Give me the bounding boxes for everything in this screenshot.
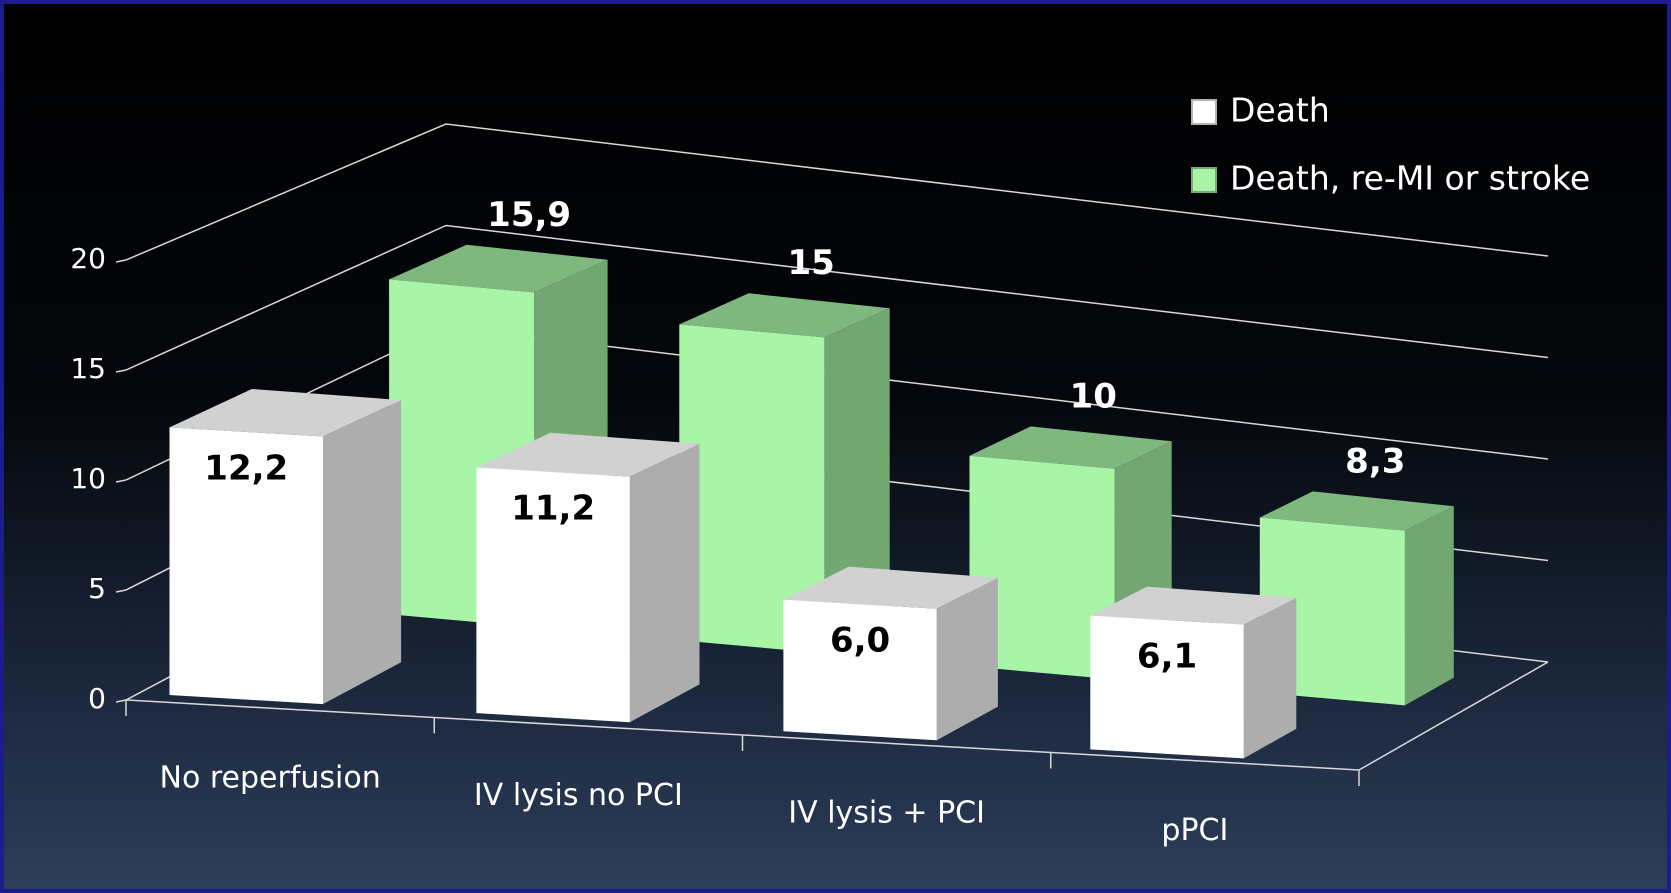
- bar-top: [969, 426, 1172, 469]
- x-tick-label: pPCI: [1161, 813, 1228, 848]
- bar-top: [679, 293, 890, 338]
- value-label: 15: [788, 243, 835, 283]
- y-tick-mark: [115, 369, 127, 373]
- bar-side: [1243, 597, 1297, 759]
- value-label: 15,9: [487, 195, 571, 235]
- y-tick-mark: [115, 259, 127, 263]
- y-tick-mark: [115, 479, 127, 483]
- bar-top: [1259, 491, 1454, 531]
- bar-front: [679, 324, 825, 654]
- bar-front: [783, 599, 937, 741]
- y-tick-mark: [115, 699, 127, 703]
- grid-line: [125, 224, 1549, 371]
- bar-top: [783, 566, 998, 609]
- bar-side: [936, 577, 998, 741]
- bar-side: [629, 443, 700, 723]
- bar-front: [476, 467, 630, 723]
- bar-top: [1090, 586, 1297, 625]
- bar-top: [476, 432, 700, 477]
- value-label: 6,1: [1137, 637, 1197, 677]
- bar-front: [1090, 615, 1244, 759]
- bar-front: [969, 455, 1115, 680]
- y-tick-label: 0: [88, 682, 106, 715]
- grid-line: [125, 123, 1549, 261]
- y-tick-label: 5: [88, 572, 106, 605]
- legend-swatch: [1191, 99, 1217, 125]
- legend-label: Death, re-MI or stroke: [1230, 159, 1590, 198]
- legend-label: Death: [1230, 91, 1330, 130]
- value-label: 6,0: [830, 621, 890, 661]
- value-label: 11,2: [511, 489, 595, 529]
- x-tick-label: IV lysis no PCI: [474, 778, 683, 813]
- bar-side: [824, 308, 890, 654]
- y-tick-mark: [115, 589, 127, 593]
- x-tick-label: No reperfusion: [160, 760, 381, 795]
- bar-front: [169, 427, 323, 705]
- bar-side: [323, 400, 402, 705]
- bar-top: [169, 389, 402, 437]
- legend-swatch: [1191, 167, 1217, 193]
- value-label: 10: [1070, 376, 1117, 416]
- value-label: 8,3: [1345, 441, 1405, 481]
- x-tick-label: IV lysis + PCI: [788, 795, 985, 830]
- value-label: 12,2: [204, 448, 288, 488]
- bar-side: [1404, 506, 1454, 706]
- y-tick-label: 15: [70, 352, 106, 385]
- y-tick-label: 20: [70, 242, 106, 275]
- bar-top: [389, 244, 608, 293]
- y-tick-label: 10: [70, 462, 106, 495]
